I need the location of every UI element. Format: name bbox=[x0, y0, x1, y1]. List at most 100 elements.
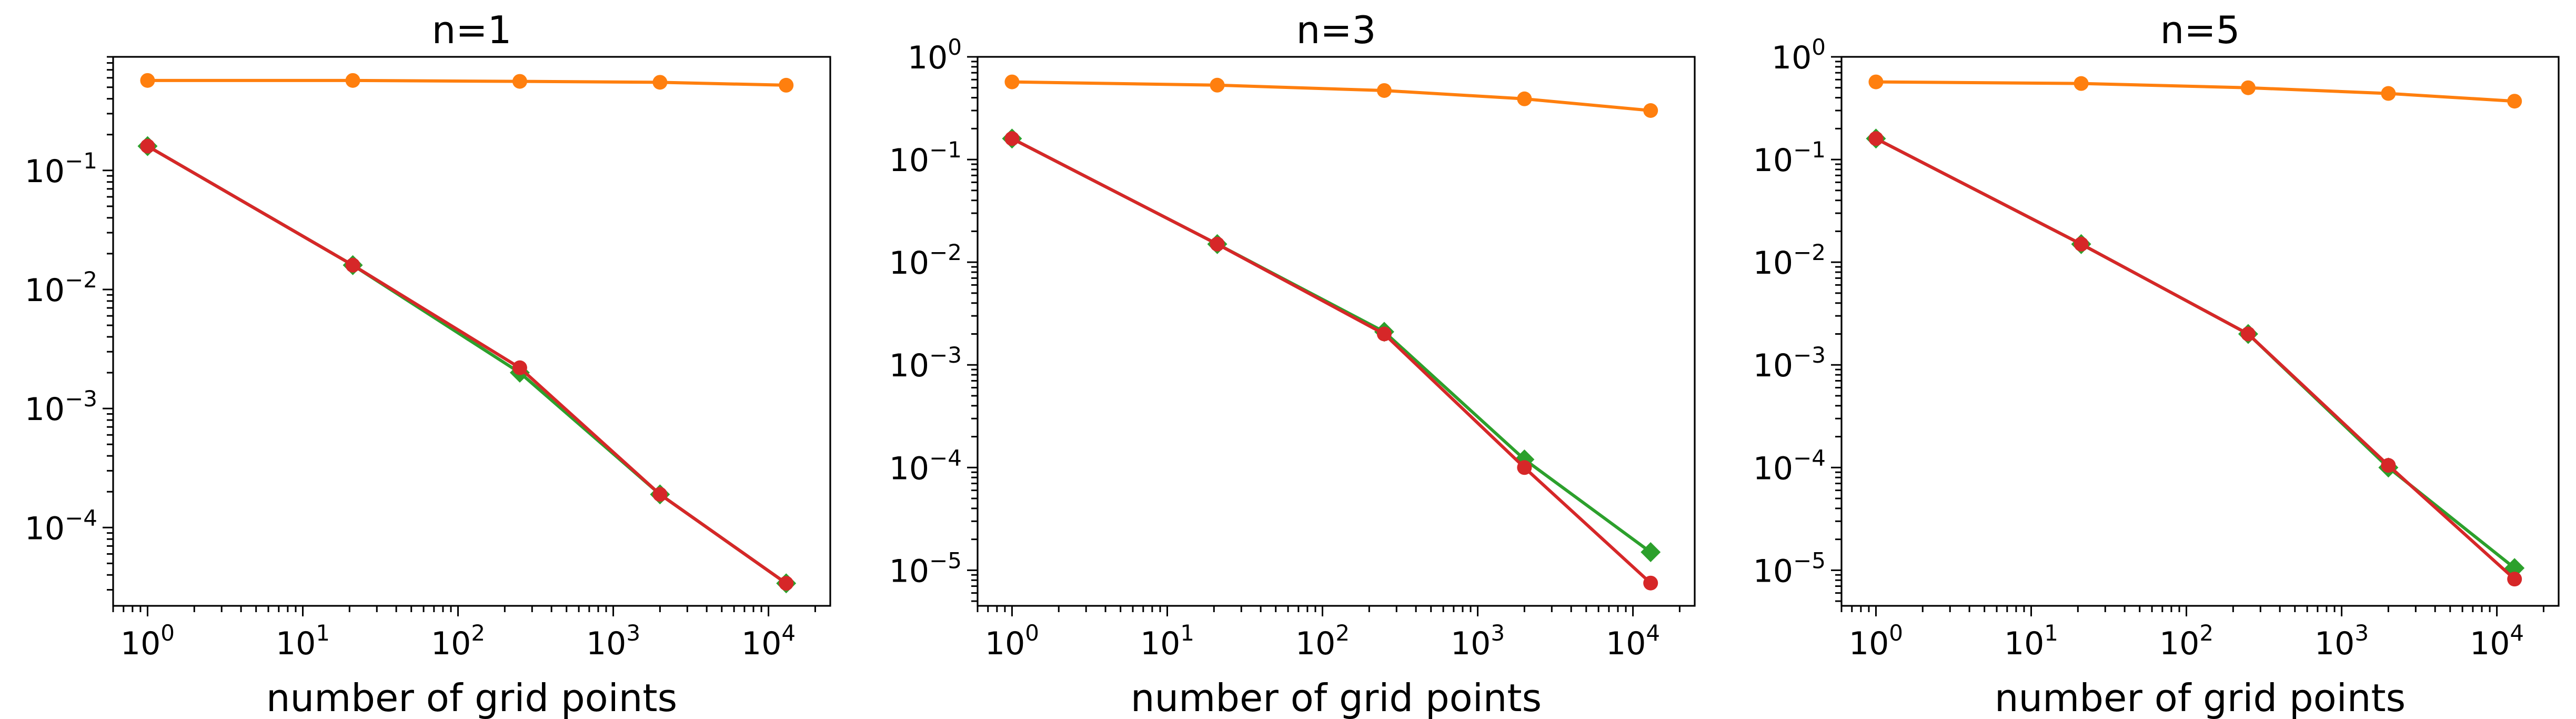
x-tick-label-base: 10 bbox=[1606, 625, 1646, 662]
y-tick-label: 10−1 bbox=[1753, 137, 1826, 179]
x-tick-label-base: 10 bbox=[586, 625, 626, 662]
y-tick-label-exponent: −5 bbox=[1793, 547, 1826, 573]
series-2-point bbox=[1641, 542, 1661, 563]
y-tick-label: 10−1 bbox=[25, 148, 97, 190]
series-3-point bbox=[2507, 572, 2522, 587]
series-1-point bbox=[345, 73, 360, 88]
y-tick-label: 10−3 bbox=[889, 342, 962, 384]
y-tick-label-exponent: −2 bbox=[65, 267, 97, 293]
x-tick-label: 102 bbox=[1295, 620, 1350, 662]
x-tick-label-exponent: 0 bbox=[1025, 620, 1039, 646]
y-tick-label-exponent: −1 bbox=[929, 137, 962, 163]
x-axis-label: number of grid points bbox=[266, 676, 677, 719]
x-tick-label-base: 10 bbox=[2004, 625, 2044, 662]
series-1-point bbox=[2074, 76, 2089, 91]
y-tick-label: 10−1 bbox=[889, 137, 962, 179]
x-tick-label-exponent: 2 bbox=[1335, 620, 1350, 646]
x-tick-label-exponent: 1 bbox=[1180, 620, 1194, 646]
y-tick-label-base: 10 bbox=[25, 272, 65, 309]
y-tick-label-base: 10 bbox=[25, 510, 65, 547]
x-tick-label: 103 bbox=[586, 620, 640, 662]
y-tick-label-base: 10 bbox=[889, 142, 929, 179]
y-tick-label-base: 10 bbox=[908, 39, 948, 76]
y-tick-label-exponent: −4 bbox=[929, 445, 962, 471]
y-tick-label-base: 10 bbox=[889, 347, 929, 384]
y-tick-label: 10−4 bbox=[1753, 445, 1826, 487]
y-tick-label-exponent: 0 bbox=[1812, 34, 1826, 60]
x-tick-label: 100 bbox=[120, 620, 175, 662]
x-axis-label: number of grid points bbox=[1131, 676, 1542, 719]
x-tick-label: 103 bbox=[2315, 620, 2369, 662]
x-tick-label-base: 10 bbox=[1849, 625, 1889, 662]
y-tick-label-base: 10 bbox=[1772, 39, 1812, 76]
series-1-point bbox=[1004, 74, 1020, 89]
x-tick-label: 101 bbox=[2004, 620, 2058, 662]
plot-area-frame bbox=[112, 56, 831, 607]
plot-area-frame bbox=[1840, 56, 2560, 607]
y-tick-label-base: 10 bbox=[25, 391, 65, 428]
y-tick-label: 100 bbox=[908, 34, 962, 76]
series-3-point bbox=[512, 360, 527, 375]
series-3-point bbox=[1643, 575, 1658, 591]
y-tick-label: 100 bbox=[1772, 34, 1826, 76]
series-3-point bbox=[652, 487, 668, 502]
y-tick-label-base: 10 bbox=[889, 450, 929, 487]
series-1-point bbox=[2381, 86, 2396, 101]
y-tick-label-exponent: −3 bbox=[1793, 342, 1826, 368]
x-axis-label: number of grid points bbox=[1995, 676, 2406, 719]
x-tick-label-base: 10 bbox=[1140, 625, 1180, 662]
x-tick-label-exponent: 0 bbox=[1889, 620, 1903, 646]
x-tick-label: 103 bbox=[1451, 620, 1505, 662]
x-tick-label: 101 bbox=[276, 620, 330, 662]
y-tick-label-base: 10 bbox=[889, 245, 929, 282]
x-tick-label-base: 10 bbox=[120, 625, 160, 662]
y-tick-label: 10−2 bbox=[1753, 239, 1826, 282]
x-tick-label-base: 10 bbox=[2315, 625, 2354, 662]
x-tick-label-exponent: 3 bbox=[626, 620, 640, 646]
x-tick-label: 104 bbox=[1606, 620, 1660, 662]
series-1-point bbox=[2240, 80, 2256, 95]
series-1-point bbox=[1643, 103, 1658, 118]
x-tick-label-exponent: 4 bbox=[1646, 620, 1660, 646]
series-1-point bbox=[1376, 83, 1392, 98]
series-1-point bbox=[652, 75, 668, 90]
y-tick-label-base: 10 bbox=[1753, 245, 1793, 282]
y-tick-label-exponent: −5 bbox=[929, 547, 962, 573]
series-1-point bbox=[1210, 77, 1225, 93]
y-tick-label-exponent: −3 bbox=[65, 386, 97, 412]
series-3-point bbox=[1517, 460, 1532, 475]
series-1-point bbox=[140, 73, 155, 88]
x-tick-label-exponent: 4 bbox=[2510, 620, 2524, 646]
series-3-point bbox=[2381, 458, 2396, 473]
series-1-point bbox=[1517, 91, 1532, 106]
series-3-point bbox=[1376, 326, 1392, 342]
y-tick-label-exponent: −4 bbox=[65, 505, 97, 531]
x-tick-label: 102 bbox=[2159, 620, 2213, 662]
series-3-point bbox=[1210, 236, 1225, 252]
series-3-point bbox=[140, 138, 155, 154]
series-3-point bbox=[2240, 326, 2256, 342]
y-tick-label-exponent: −3 bbox=[929, 342, 962, 368]
x-tick-label: 104 bbox=[2470, 620, 2524, 662]
y-tick-label-exponent: −2 bbox=[1793, 239, 1826, 265]
x-tick-label: 104 bbox=[741, 620, 796, 662]
x-tick-label-base: 10 bbox=[1295, 625, 1335, 662]
series-1-point bbox=[779, 77, 794, 93]
series-1-point bbox=[512, 74, 527, 89]
x-tick-label-exponent: 1 bbox=[2044, 620, 2058, 646]
panel-2-title: n=3 bbox=[1296, 8, 1376, 52]
y-tick-label-base: 10 bbox=[25, 153, 65, 190]
x-tick-label-base: 10 bbox=[741, 625, 781, 662]
x-tick-label-base: 10 bbox=[1451, 625, 1491, 662]
y-tick-label: 10−4 bbox=[25, 505, 97, 547]
x-tick-label-exponent: 2 bbox=[471, 620, 485, 646]
x-tick-label-exponent: 3 bbox=[1491, 620, 1505, 646]
y-tick-label: 10−5 bbox=[889, 547, 962, 590]
series-3-point bbox=[1004, 131, 1020, 146]
y-tick-label-base: 10 bbox=[1753, 450, 1793, 487]
y-tick-label-exponent: −1 bbox=[1793, 137, 1826, 163]
y-tick-label: 10−2 bbox=[25, 267, 97, 309]
